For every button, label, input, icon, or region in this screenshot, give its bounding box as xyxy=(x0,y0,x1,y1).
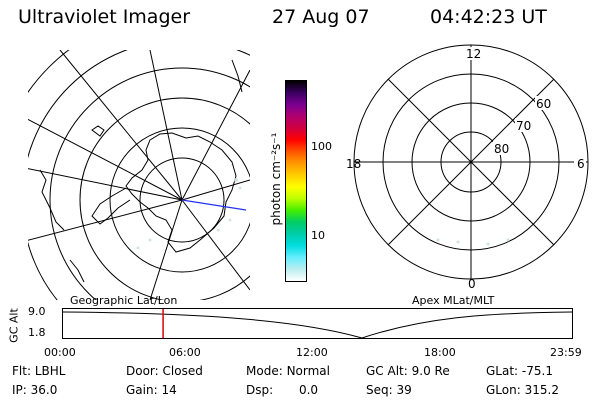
mode-info: Mode: Normal xyxy=(246,364,330,378)
colorbar-tick-10: 10 xyxy=(311,229,325,242)
glon-info: GLon: 315.2 xyxy=(486,383,559,397)
mlt-label-6: 6 xyxy=(577,157,585,171)
geographic-map xyxy=(28,50,250,300)
mlt-label-18: 18 xyxy=(346,157,361,171)
image-date: 27 Aug 07 xyxy=(272,6,370,28)
timeline-xtick-3: 18:00 xyxy=(424,346,456,359)
filter-value: LBHL xyxy=(34,364,66,378)
door-info: Door: Closed xyxy=(126,364,203,378)
colorbar xyxy=(285,80,307,282)
lat-label-80: 80 xyxy=(494,142,509,156)
lat-label-70: 70 xyxy=(516,119,531,133)
altitude-timeline xyxy=(62,308,573,339)
glat-info: GLat: -75.1 xyxy=(486,364,553,378)
ip-info: IP: 36.0 xyxy=(12,383,58,397)
geo-map-label: Geographic Lat/Lon xyxy=(70,294,178,307)
mode-value: Normal xyxy=(286,364,330,378)
image-time: 04:42:23 UT xyxy=(430,6,547,28)
door-value: Closed xyxy=(162,364,203,378)
lat-label-60: 60 xyxy=(536,97,551,111)
apex-map: 12 18 6 0 60 70 80 xyxy=(346,44,589,291)
seq-info: Seq: 39 xyxy=(366,383,412,397)
colorbar-tick-100: 100 xyxy=(311,140,332,153)
timeline-xtick-4: 23:59 xyxy=(550,346,582,359)
timeline-ytick-high: 9.0 xyxy=(28,305,46,318)
timeline-ylabel: GC Alt xyxy=(7,308,21,343)
ip-value: 36.0 xyxy=(30,383,58,397)
mlt-label-0: 0 xyxy=(468,277,476,291)
glon-value: 315.2 xyxy=(524,383,559,397)
gc-alt-value: 9.0 Re xyxy=(411,364,450,378)
timeline-ytick-low: 1.8 xyxy=(28,326,46,339)
seq-value: 39 xyxy=(396,383,412,397)
gain-value: 14 xyxy=(161,383,177,397)
glat-value: -75.1 xyxy=(521,364,553,378)
dsp-info: Dsp: 0.0 xyxy=(246,383,319,397)
filter-info: Flt: LBHL xyxy=(12,364,66,378)
timeline-xtick-0: 00:00 xyxy=(44,346,76,359)
colorbar-unit-label: photon cm⁻²s⁻¹ xyxy=(269,132,283,226)
apex-map-label: Apex MLat/MLT xyxy=(412,294,495,307)
gc-alt-info: GC Alt: 9.0 Re xyxy=(366,364,450,378)
dsp-value: 0.0 xyxy=(298,383,319,397)
mlt-label-12: 12 xyxy=(466,47,481,61)
instrument-title: Ultraviolet Imager xyxy=(18,6,191,28)
timeline-xtick-2: 12:00 xyxy=(296,346,328,359)
gain-info: Gain: 14 xyxy=(126,383,177,397)
timeline-xtick-1: 06:00 xyxy=(169,346,201,359)
